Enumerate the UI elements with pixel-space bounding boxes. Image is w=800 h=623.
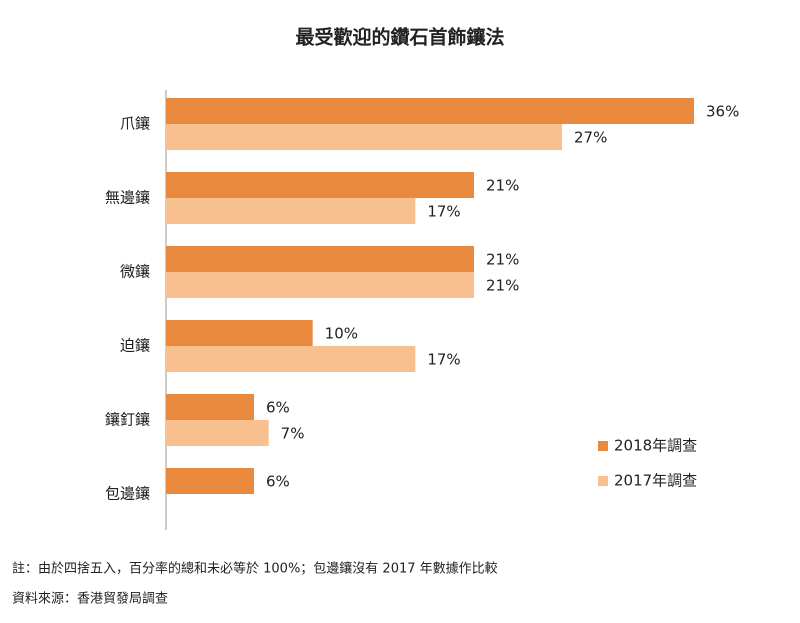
y-tick-label: 包邊鑲 bbox=[105, 485, 150, 503]
data-label: 36% bbox=[706, 103, 739, 121]
legend-label: 2017年調查 bbox=[614, 472, 697, 490]
y-tick-label: 爪鑲 bbox=[120, 115, 150, 133]
bar bbox=[166, 320, 313, 346]
bar bbox=[166, 346, 416, 372]
bar bbox=[166, 246, 474, 272]
legend-swatch bbox=[598, 476, 608, 486]
bar bbox=[166, 124, 562, 150]
bar bbox=[166, 468, 254, 494]
bar bbox=[166, 420, 269, 446]
data-label: 21% bbox=[486, 277, 519, 295]
data-label: 6% bbox=[266, 473, 290, 491]
y-tick-label: 鑲釘鑲 bbox=[105, 411, 150, 429]
y-tick-label: 無邊鑲 bbox=[105, 189, 150, 207]
data-label: 7% bbox=[281, 425, 305, 443]
footnote: 註：由於四捨五入，百分率的總和未必等於 100%；包邊鑲沒有 2017 年數據作… bbox=[12, 561, 498, 577]
y-tick-label: 迫鑲 bbox=[120, 337, 150, 355]
bar bbox=[166, 272, 474, 298]
legend-swatch bbox=[598, 441, 608, 451]
bar bbox=[166, 198, 416, 224]
source-note: 資料來源：香港貿發局調查 bbox=[12, 592, 168, 607]
data-label: 21% bbox=[486, 251, 519, 269]
y-tick-label: 微鑲 bbox=[120, 263, 150, 281]
legend-label: 2018年調查 bbox=[614, 437, 697, 455]
data-label: 6% bbox=[266, 399, 290, 417]
data-label: 27% bbox=[574, 129, 607, 147]
bar bbox=[166, 394, 254, 420]
chart-title: 最受歡迎的鑽石首飾鑲法 bbox=[295, 26, 504, 49]
data-label: 17% bbox=[427, 351, 460, 369]
bar bbox=[166, 172, 474, 198]
data-label: 10% bbox=[325, 325, 358, 343]
bar bbox=[166, 98, 694, 124]
data-label: 21% bbox=[486, 177, 519, 195]
data-label: 17% bbox=[427, 203, 460, 221]
